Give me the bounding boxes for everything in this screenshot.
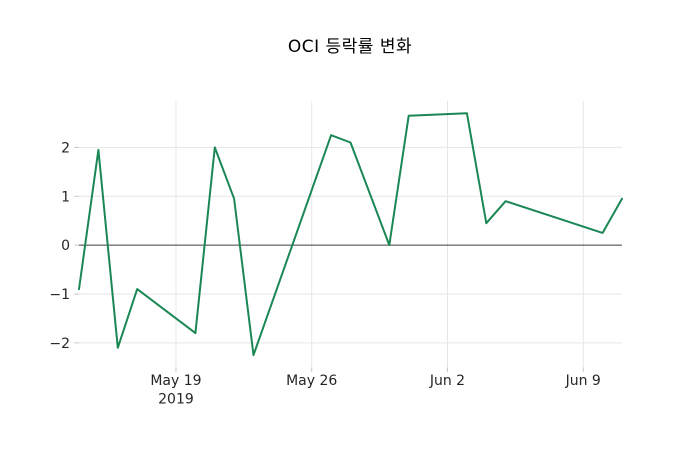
y-tick-label: −2 — [49, 336, 70, 352]
x-tick-label: Jun 9 — [565, 373, 601, 389]
x-tick-label: May 19 — [150, 373, 201, 389]
y-tick-label: −1 — [49, 287, 70, 303]
y-tick-label: 1 — [61, 189, 70, 205]
x-tick-year-label: 2019 — [158, 391, 194, 407]
y-tick-label: 2 — [61, 140, 70, 156]
chart-title: OCI 등락률 변화 — [287, 37, 413, 57]
x-tick-label: May 26 — [286, 373, 337, 389]
x-tick-label: Jun 2 — [429, 373, 465, 389]
y-tick-label: 0 — [61, 238, 70, 254]
series-line — [78, 112, 623, 357]
